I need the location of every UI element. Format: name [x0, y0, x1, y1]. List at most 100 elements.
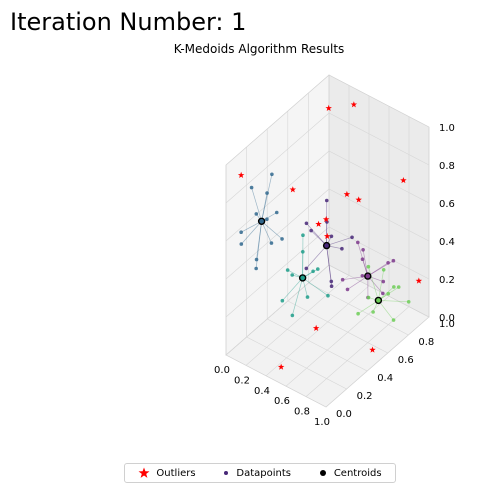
- z-tick-label: 0.8: [439, 161, 455, 172]
- star-icon: [138, 467, 150, 478]
- legend-label-outliers: Outliers: [156, 467, 196, 479]
- grid-line-y: [328, 75, 430, 318]
- datapoint: [265, 217, 269, 221]
- outlier-star: [289, 186, 297, 193]
- outlier-star: [355, 196, 362, 203]
- datapoint: [340, 277, 345, 282]
- cluster-link-line: [368, 266, 379, 301]
- outlier-star: [277, 363, 285, 370]
- datapoint: [269, 241, 274, 245]
- datapoint: [350, 235, 354, 240]
- z-tick-label: 1.0: [439, 123, 455, 134]
- datapoint: [366, 295, 371, 300]
- datapoint: [381, 291, 385, 296]
- datapoint: [290, 313, 295, 318]
- datapoint: [280, 298, 285, 303]
- cluster-link-line: [378, 300, 409, 303]
- axes-panes: [225, 74, 430, 408]
- z-tick-label: 0.4: [439, 237, 455, 248]
- datapoint: [381, 279, 386, 284]
- iteration-title: Iteration Number: 1: [10, 8, 247, 36]
- cluster-link-line: [306, 223, 327, 246]
- legend: Outliers Datapoints Centroids: [124, 463, 396, 483]
- outlier-star: [315, 220, 322, 227]
- cluster-link-line: [326, 245, 332, 282]
- cluster-link-line: [292, 277, 303, 316]
- legend-label-datapoints: Datapoints: [236, 467, 291, 479]
- outlier-star: [369, 346, 376, 353]
- datapoint: [366, 264, 371, 269]
- x-tick-label: 0.4: [254, 386, 270, 397]
- x-tick-label: 0.0: [214, 365, 230, 376]
- dot-icon: [224, 471, 229, 475]
- datapoint: [345, 287, 350, 292]
- cluster-link-line: [261, 221, 272, 244]
- centroid-marker: [364, 272, 372, 280]
- datapoint: [290, 273, 295, 277]
- legend-label-centroids: Centroids: [333, 467, 382, 479]
- datapoint: [392, 285, 396, 289]
- cluster-link-line: [302, 277, 329, 296]
- datapoint: [311, 269, 315, 274]
- cluster-link-line: [347, 275, 368, 290]
- outlier-star: [415, 277, 423, 284]
- cluster-link-line: [251, 187, 262, 222]
- x-tick-label: 1.0: [314, 417, 330, 428]
- datapoint: [301, 233, 305, 237]
- datapoint: [254, 266, 258, 271]
- datapoint: [280, 237, 284, 241]
- outlier-star: [322, 216, 330, 223]
- y-tick-label: 0.6: [398, 355, 414, 366]
- datapoint: [324, 198, 329, 203]
- outlier-star: [350, 101, 358, 108]
- grid-line-y: [246, 147, 347, 390]
- grid-line-z: [225, 74, 430, 166]
- cluster-link-line: [378, 269, 385, 301]
- cluster-link-line: [256, 221, 262, 260]
- x-tick-label: 0.6: [274, 396, 290, 407]
- datapoint: [265, 191, 269, 195]
- legend-item-datapoints: Datapoints: [222, 468, 291, 479]
- y-tick-label: 0.4: [377, 373, 393, 384]
- chart-title: K-Medoids Algorithm Results: [174, 42, 345, 56]
- cluster-link-line: [362, 249, 369, 277]
- legend-item-outliers: Outliers: [138, 467, 196, 479]
- datapoint: [396, 285, 401, 289]
- datapoint: [391, 258, 396, 263]
- datapoint: [304, 266, 309, 271]
- cluster-link-line: [261, 174, 273, 222]
- cluster-link-line: [367, 275, 384, 294]
- grid-line-y: [308, 93, 409, 336]
- datapoint: [386, 261, 390, 265]
- circle-icon: [319, 470, 326, 476]
- x-tick-label: 0.8: [294, 407, 310, 418]
- centroid-marker: [374, 296, 383, 305]
- cluster-link-line: [261, 221, 283, 240]
- datapoint: [304, 221, 309, 226]
- y-tick-label: 1.0: [439, 319, 455, 330]
- cluster-link-line: [282, 277, 303, 301]
- outlier-star: [323, 232, 331, 239]
- z-tick-label: 0.0: [439, 313, 455, 324]
- datapoint: [326, 293, 330, 298]
- datapoint: [274, 210, 279, 215]
- cluster-link-line: [378, 300, 394, 321]
- datapoint: [309, 228, 313, 233]
- cluster-link-line: [326, 236, 353, 246]
- datapoint: [356, 311, 360, 316]
- cluster-link-line: [261, 193, 268, 222]
- datapoint: [254, 257, 259, 262]
- cluster-link-line: [240, 220, 262, 233]
- datapoint: [361, 248, 365, 252]
- datapoint: [386, 291, 391, 296]
- data-points: [237, 101, 423, 370]
- datapoint: [406, 300, 411, 304]
- cluster-link-line: [357, 300, 379, 314]
- datapoint: [254, 212, 259, 216]
- tick-labels: 0.00.20.40.60.81.00.00.20.40.60.81.00.00…: [214, 123, 455, 428]
- datapoint: [391, 318, 396, 322]
- outlier-star: [343, 190, 351, 198]
- cluster-link-line: [367, 262, 389, 277]
- datapoint: [329, 284, 334, 289]
